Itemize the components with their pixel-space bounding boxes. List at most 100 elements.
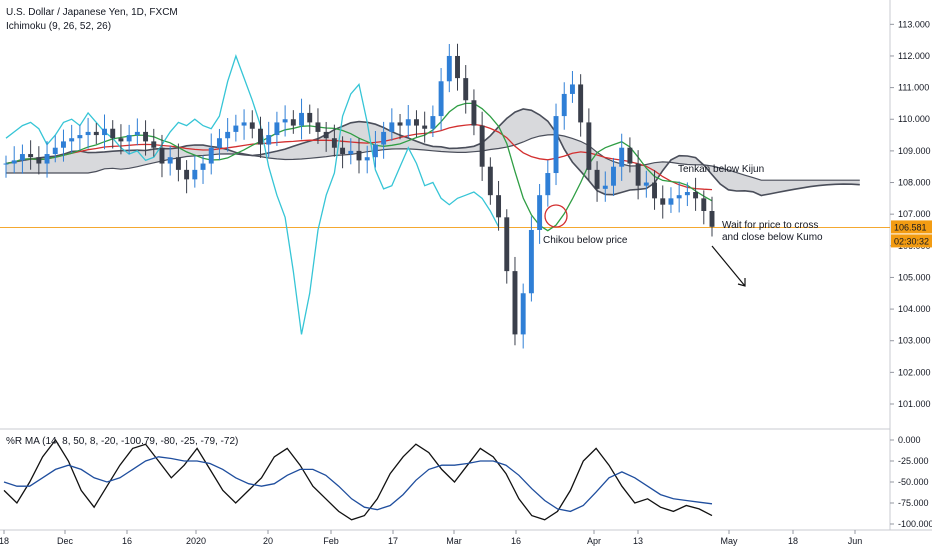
time-tick-label: Feb — [323, 536, 339, 546]
candle-body — [151, 141, 157, 148]
candle-body — [537, 195, 543, 230]
candle-body — [356, 150, 362, 161]
candle-body — [61, 141, 66, 148]
wr-tick-label: -100.000 — [898, 519, 932, 529]
tenkan-sen-line — [5, 102, 713, 232]
candle-body — [299, 112, 304, 126]
candle-body — [496, 195, 502, 218]
candle-body — [701, 198, 707, 211]
candle-body — [405, 119, 411, 126]
candle-body — [28, 154, 34, 158]
candle-body — [684, 192, 690, 196]
candle-body — [545, 173, 551, 196]
price-tick-label: 107.000 — [898, 209, 931, 219]
price-tick-label: 102.000 — [898, 367, 931, 377]
candle-body — [208, 147, 214, 164]
tenkan-annotation: Tenkan below Kijun — [678, 164, 764, 175]
countdown-label-bg — [891, 234, 932, 248]
last-price-label-bg — [891, 220, 932, 234]
candle-body — [438, 81, 444, 117]
candle-body — [455, 55, 460, 79]
time-tick-label: May — [720, 536, 738, 546]
senkou-span-b — [6, 133, 860, 181]
candle-body — [241, 122, 247, 126]
candle-body — [274, 122, 280, 136]
price-tick-label: 110.000 — [898, 114, 930, 124]
candle-body — [676, 195, 682, 199]
candle-body — [331, 138, 337, 148]
candle-body — [225, 131, 231, 139]
candle-body — [709, 211, 715, 227]
candle-body — [372, 144, 378, 158]
candle-body — [611, 166, 616, 186]
candle-body — [3, 163, 9, 165]
time-tick-label: Apr — [587, 536, 601, 546]
candle-body — [364, 157, 370, 161]
candle-body — [446, 55, 452, 82]
candle-body — [479, 125, 485, 167]
candle-body — [118, 138, 124, 142]
wr-series-1 — [3, 438, 713, 521]
wr-tick-label: -25.000 — [898, 456, 929, 466]
candle-body — [11, 160, 17, 164]
candle-body — [487, 166, 493, 196]
time-tick-label: 17 — [388, 536, 398, 546]
candle-body — [69, 138, 75, 142]
time-tick-label: 13 — [633, 536, 643, 546]
candle-body — [233, 125, 239, 132]
candle-body — [52, 147, 58, 155]
candle-body — [652, 182, 657, 199]
candle-body — [422, 125, 428, 129]
candle-body — [627, 147, 633, 164]
candle-body — [594, 169, 600, 189]
candle-body — [381, 131, 387, 145]
wr-series-2 — [3, 456, 713, 513]
candle-body — [635, 163, 641, 186]
candle-body — [430, 116, 436, 129]
candle-body — [258, 128, 263, 145]
symbol-title: U.S. Dollar / Japanese Yen, 1D, FXCM — [6, 7, 178, 18]
candle-body — [643, 182, 649, 186]
candle-body — [668, 198, 674, 205]
candle-body — [660, 198, 666, 205]
ichimoku-legend: Ichimoku (9, 26, 52, 26) — [6, 21, 112, 32]
candle-body — [77, 135, 83, 139]
candle-body — [200, 163, 206, 170]
candle-body — [110, 128, 116, 139]
candle-body — [102, 128, 107, 136]
wr-tick-label: -75.000 — [898, 498, 929, 508]
candle-body — [602, 185, 608, 189]
candle-body — [192, 169, 198, 180]
price-tick-label: 109.000 — [898, 146, 931, 156]
candle-body — [553, 116, 559, 174]
time-tick-label: Jun — [848, 536, 863, 546]
candle-body — [143, 131, 149, 142]
wait-annotation-line2: and close below Kumo — [722, 232, 823, 243]
time-tick-label: 20 — [263, 536, 273, 546]
senkou-span-a — [5, 108, 860, 197]
price-tick-label: 112.000 — [898, 51, 930, 61]
candle-body — [93, 131, 99, 136]
candle-body — [414, 119, 419, 126]
candle-body — [471, 100, 477, 126]
downtrend-arrow-shaft — [711, 245, 746, 287]
candle-body — [159, 147, 165, 164]
candle-body — [282, 119, 288, 123]
candle-body — [249, 122, 255, 129]
candle-body — [184, 169, 190, 180]
time-tick-label: Mar — [446, 536, 462, 546]
price-tick-label: 113.000 — [898, 19, 930, 29]
candle-body — [134, 131, 140, 136]
time-tick-label: 16 — [511, 536, 521, 546]
candle-body — [569, 84, 575, 94]
candle-body — [619, 147, 625, 167]
downtrend-arrow-head — [737, 278, 746, 287]
candle-body — [175, 157, 181, 170]
time-tick-label: 16 — [122, 536, 132, 546]
chikou-annotation: Chikou below price — [543, 235, 628, 246]
candle-body — [19, 154, 25, 161]
candle-body — [167, 157, 173, 164]
price-tick-label: 111.000 — [898, 83, 929, 93]
